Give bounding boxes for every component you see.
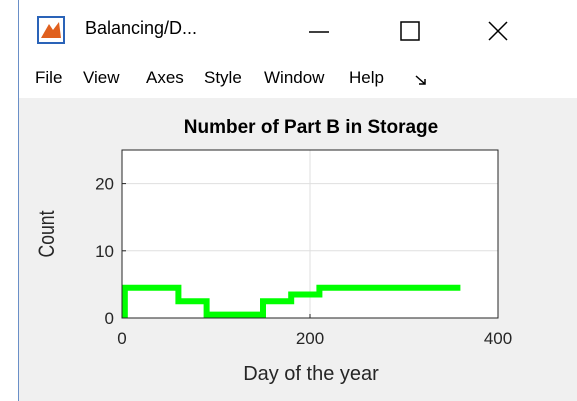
overflow-arrow[interactable] — [414, 73, 428, 87]
y-tick-label: 10 — [95, 242, 114, 261]
window-title: Balancing/D... — [85, 18, 198, 38]
y-tick-label: 20 — [95, 175, 114, 194]
menu-item[interactable]: Axes — [146, 68, 184, 87]
y-tick-label: 0 — [105, 309, 114, 328]
axes-box — [121, 149, 499, 319]
close-button[interactable] — [488, 21, 508, 41]
menu-item[interactable]: Style — [204, 68, 242, 87]
window-controls — [309, 21, 508, 41]
menu-item[interactable]: File — [35, 68, 63, 87]
x-tick-label: 400 — [484, 329, 512, 348]
x-tick-label: 200 — [296, 329, 324, 348]
menu-item[interactable]: Help — [349, 68, 384, 87]
title-bar: Balancing/D... — [19, 0, 577, 58]
y-axis-label: Count — [35, 210, 59, 257]
menu-item[interactable]: View — [83, 68, 120, 87]
app-icon — [37, 16, 65, 44]
menu-bar: File View Axes Style Window Help — [19, 58, 577, 98]
menu-item[interactable]: Window — [264, 68, 325, 87]
maximize-button[interactable] — [400, 21, 420, 41]
x-axis-label: Day of the year — [243, 363, 379, 385]
chart-title: Number of Part B in Storage — [184, 117, 438, 138]
x-tick-label: 0 — [117, 329, 126, 348]
data-line — [121, 284, 461, 318]
